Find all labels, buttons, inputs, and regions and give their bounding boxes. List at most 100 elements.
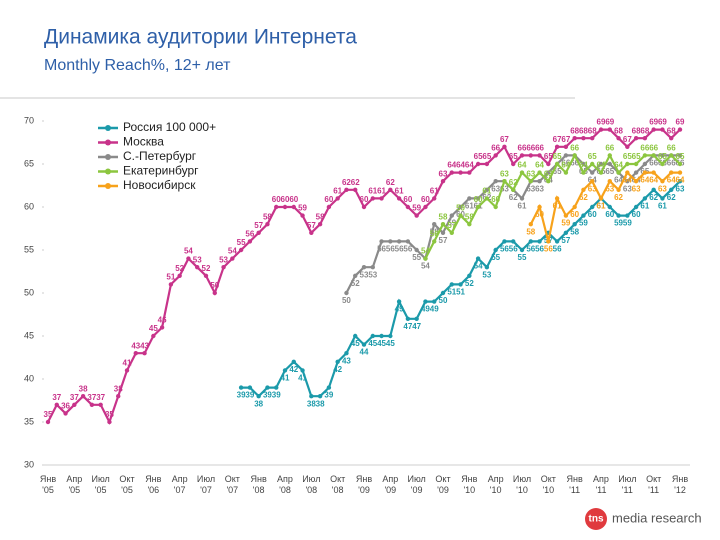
- point: [432, 222, 437, 227]
- point: [89, 402, 95, 407]
- data-label: 63: [588, 184, 597, 193]
- point: [677, 161, 683, 167]
- data-label: 62: [614, 193, 623, 202]
- data-label: 69: [597, 118, 606, 127]
- point: [353, 187, 358, 192]
- x-tick-label: Апр '11: [593, 474, 609, 495]
- point: [493, 247, 498, 253]
- data-label: 58: [570, 227, 579, 236]
- data-label: 49: [395, 305, 404, 314]
- data-label: 67: [623, 135, 632, 144]
- data-label: 49: [421, 305, 430, 314]
- data-label: 65: [474, 152, 483, 161]
- data-label: 58: [430, 227, 439, 236]
- data-label: 57: [307, 221, 316, 230]
- point: [598, 170, 604, 175]
- point: [590, 170, 595, 175]
- point: [502, 179, 507, 184]
- point: [502, 144, 507, 149]
- data-label: 68: [640, 126, 649, 135]
- data-label: 64: [649, 176, 658, 185]
- point: [317, 394, 323, 399]
- data-label: 60: [289, 195, 298, 204]
- point: [546, 239, 551, 244]
- point: [361, 342, 367, 347]
- x-tick-label: Окт '10: [541, 474, 556, 495]
- point: [625, 161, 630, 167]
- point: [195, 265, 200, 270]
- legend-marker: [105, 154, 111, 160]
- data-label: 44: [360, 348, 369, 357]
- point: [335, 359, 340, 364]
- point: [256, 230, 261, 235]
- data-label: 59: [412, 204, 421, 213]
- point: [537, 153, 542, 158]
- data-label: 62: [509, 178, 518, 187]
- legend-marker: [105, 125, 111, 131]
- point: [642, 136, 648, 141]
- data-label: 62: [351, 178, 360, 187]
- point: [651, 127, 656, 132]
- point: [335, 196, 340, 201]
- data-label: 57: [447, 221, 456, 230]
- point: [598, 161, 604, 167]
- point: [370, 265, 375, 270]
- data-label: 45: [386, 339, 395, 348]
- data-label: 54: [421, 247, 430, 256]
- point: [484, 196, 490, 201]
- data-label: 41: [123, 359, 132, 368]
- data-label: 69: [676, 118, 685, 127]
- point: [484, 187, 490, 192]
- data-label: 51: [166, 273, 175, 282]
- data-label: 58: [263, 212, 272, 221]
- point: [590, 161, 595, 167]
- data-label: 56: [535, 245, 544, 254]
- x-tick-label: Окт '08: [330, 474, 345, 495]
- point: [221, 265, 226, 270]
- data-label: 43: [342, 356, 351, 365]
- point: [396, 196, 402, 201]
- data-label: 38: [307, 399, 316, 408]
- data-label: 43: [140, 341, 149, 350]
- data-label: 54: [474, 262, 483, 271]
- point: [607, 127, 612, 132]
- x-tick-label: Янв '12: [672, 474, 688, 495]
- data-label: 68: [579, 126, 588, 135]
- point: [458, 204, 463, 210]
- data-label: 60: [632, 210, 641, 219]
- point: [458, 213, 463, 218]
- data-label: 53: [368, 270, 377, 279]
- data-label: 66: [535, 144, 544, 153]
- point: [370, 196, 375, 201]
- data-label: 46: [158, 316, 167, 325]
- point: [432, 299, 437, 304]
- point: [563, 230, 569, 235]
- x-tick-label: Окт '05: [119, 474, 134, 495]
- point: [475, 256, 481, 261]
- data-label: 56: [430, 230, 439, 239]
- legend-marker: [105, 168, 111, 175]
- data-label: 67: [561, 135, 570, 144]
- data-label: 50: [439, 296, 448, 305]
- point: [379, 333, 384, 339]
- data-label: 59: [298, 204, 307, 213]
- point: [361, 204, 367, 210]
- point: [660, 196, 665, 201]
- point: [598, 196, 604, 201]
- x-tick-label: Июл '11: [618, 474, 636, 495]
- data-label: 41: [298, 374, 307, 383]
- point: [590, 136, 595, 141]
- data-label: 61: [430, 187, 439, 196]
- data-label: 64: [579, 161, 588, 170]
- data-label: 64: [676, 176, 685, 185]
- data-label: 49: [430, 305, 439, 314]
- point: [414, 247, 419, 253]
- data-label: 63: [526, 169, 535, 178]
- point: [633, 170, 639, 175]
- data-label: 68: [570, 126, 579, 135]
- data-label: 36: [61, 402, 70, 411]
- data-label: 62: [386, 178, 395, 187]
- point: [554, 196, 560, 201]
- data-label: 63: [500, 184, 509, 193]
- data-label: 64: [597, 161, 606, 170]
